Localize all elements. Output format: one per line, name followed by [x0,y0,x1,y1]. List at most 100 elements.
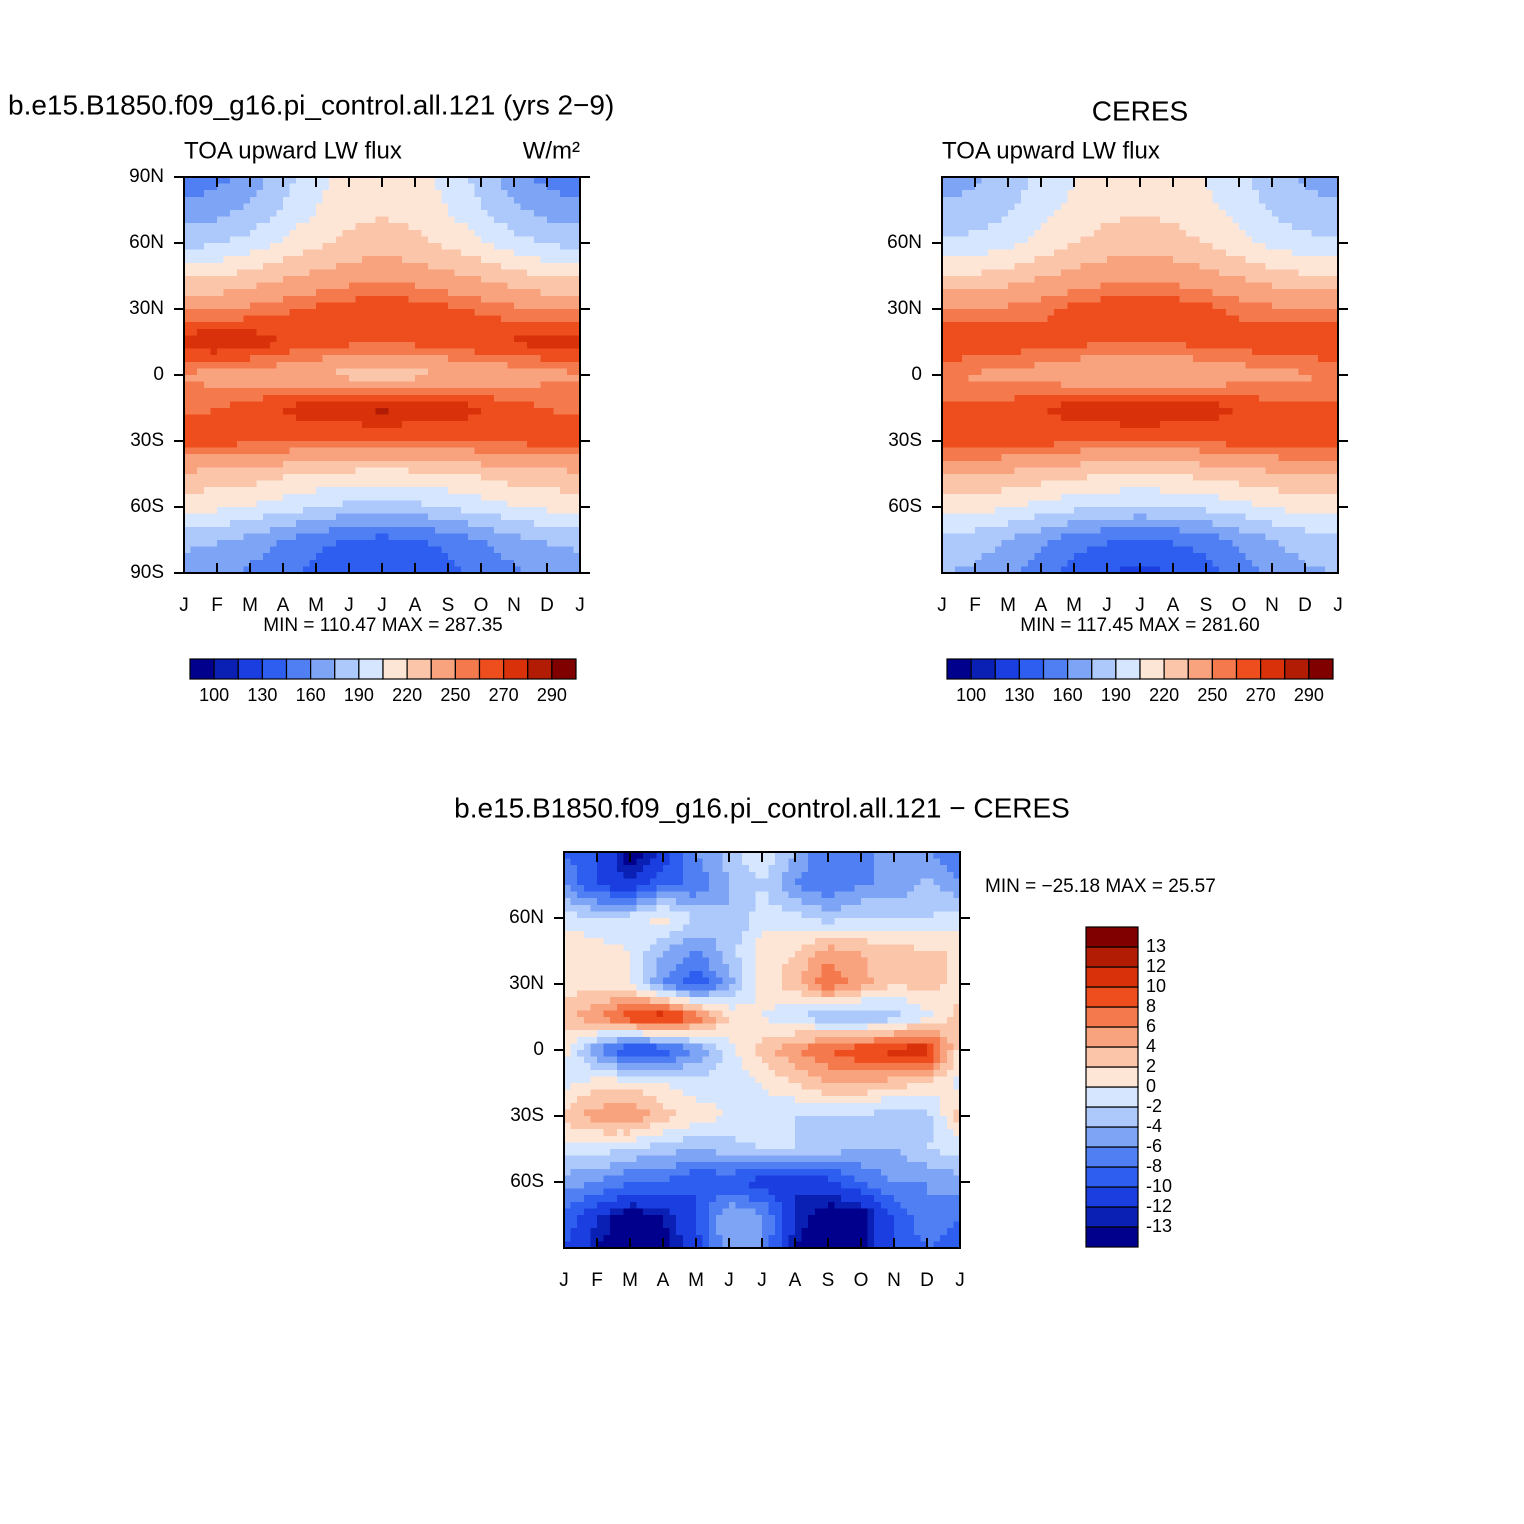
field-cell [335,210,343,218]
field-cell [448,269,456,277]
field-cell [1060,190,1068,198]
field-cell [1291,256,1299,264]
field-cell [349,520,357,528]
field-cell [1298,262,1306,270]
field-cell [197,480,205,488]
field-cell [481,553,489,561]
field-cell [316,243,324,251]
field-cell [217,315,225,323]
field-cell [342,183,350,191]
field-cell [1133,243,1141,251]
field-cell [560,177,568,185]
field-cell [1060,196,1068,204]
field-cell [302,196,310,204]
field-cell [269,487,277,495]
field-cell [527,223,535,231]
field-cell [362,309,370,317]
field-cell [408,177,416,185]
field-cell [481,203,489,211]
field-cell [382,249,390,257]
field-cell [276,262,284,270]
field-cell [481,566,489,573]
field-cell [507,513,515,521]
field-cell [474,533,482,541]
field-cell [507,361,515,369]
field-cell [487,348,495,356]
field-cell [289,381,297,389]
field-cell [250,216,258,224]
field-cell [355,210,363,218]
field-cell [481,421,489,429]
field-cell [250,427,258,435]
field-cell [1324,183,1332,191]
field-cell [335,401,343,409]
field-cell [289,421,297,429]
field-cell [1324,223,1332,231]
field-cell [1225,196,1233,204]
colorbar-label: 190 [344,685,374,705]
field-cell [368,269,376,277]
field-cell [269,474,277,482]
field-cell [408,203,416,211]
field-cell [467,196,475,204]
field-cell [190,480,198,488]
field-cell [481,441,489,449]
field-cell [1206,282,1214,290]
field-cell [527,427,535,435]
field-cell [316,474,324,482]
field-cell [395,520,403,528]
field-cell [467,441,475,449]
field-cell [197,388,205,396]
field-cell [1060,223,1068,231]
field-cell [190,559,198,567]
field-cell [276,421,284,429]
field-cell [388,421,396,429]
field-cell [1120,203,1128,211]
field-cell [382,183,390,191]
field-cell [1225,190,1233,198]
field-cell [514,282,522,290]
field-cell [283,467,291,475]
field-cell [230,507,238,515]
field-cell [1166,210,1174,218]
field-cell [1159,177,1167,185]
field-cell [309,540,317,548]
field-cell [415,414,423,422]
field-cell [1285,203,1293,211]
field-cell [481,229,489,237]
field-cell [283,183,291,191]
field-cell [355,256,363,264]
field-cell [302,381,310,389]
field-cell [362,223,370,231]
field-cell [1199,210,1207,218]
field-cell [316,328,324,336]
field-cell [184,355,192,363]
field-cell [474,381,482,389]
field-cell [1212,256,1220,264]
field-cell [190,375,198,383]
field-cell [1113,210,1121,218]
field-cell [250,375,258,383]
field-cell [375,210,383,218]
field-cell [441,559,449,567]
field-cell [421,210,429,218]
field-cell [467,454,475,462]
field-cell [388,236,396,244]
field-cell [533,223,541,231]
field-cell [961,203,969,211]
field-cell [1173,249,1181,257]
field-cell [256,408,264,416]
field-cell [540,216,548,224]
field-cell [507,322,515,330]
field-cell [217,276,225,284]
field-cell [1186,249,1194,257]
field-cell [547,533,555,541]
field-cell [382,269,390,277]
field-cell [190,447,198,455]
field-cell [961,276,969,284]
field-cell [547,381,555,389]
field-cell [454,183,462,191]
field-cell [349,196,357,204]
field-cell [421,480,429,488]
field-cell [1140,216,1148,224]
